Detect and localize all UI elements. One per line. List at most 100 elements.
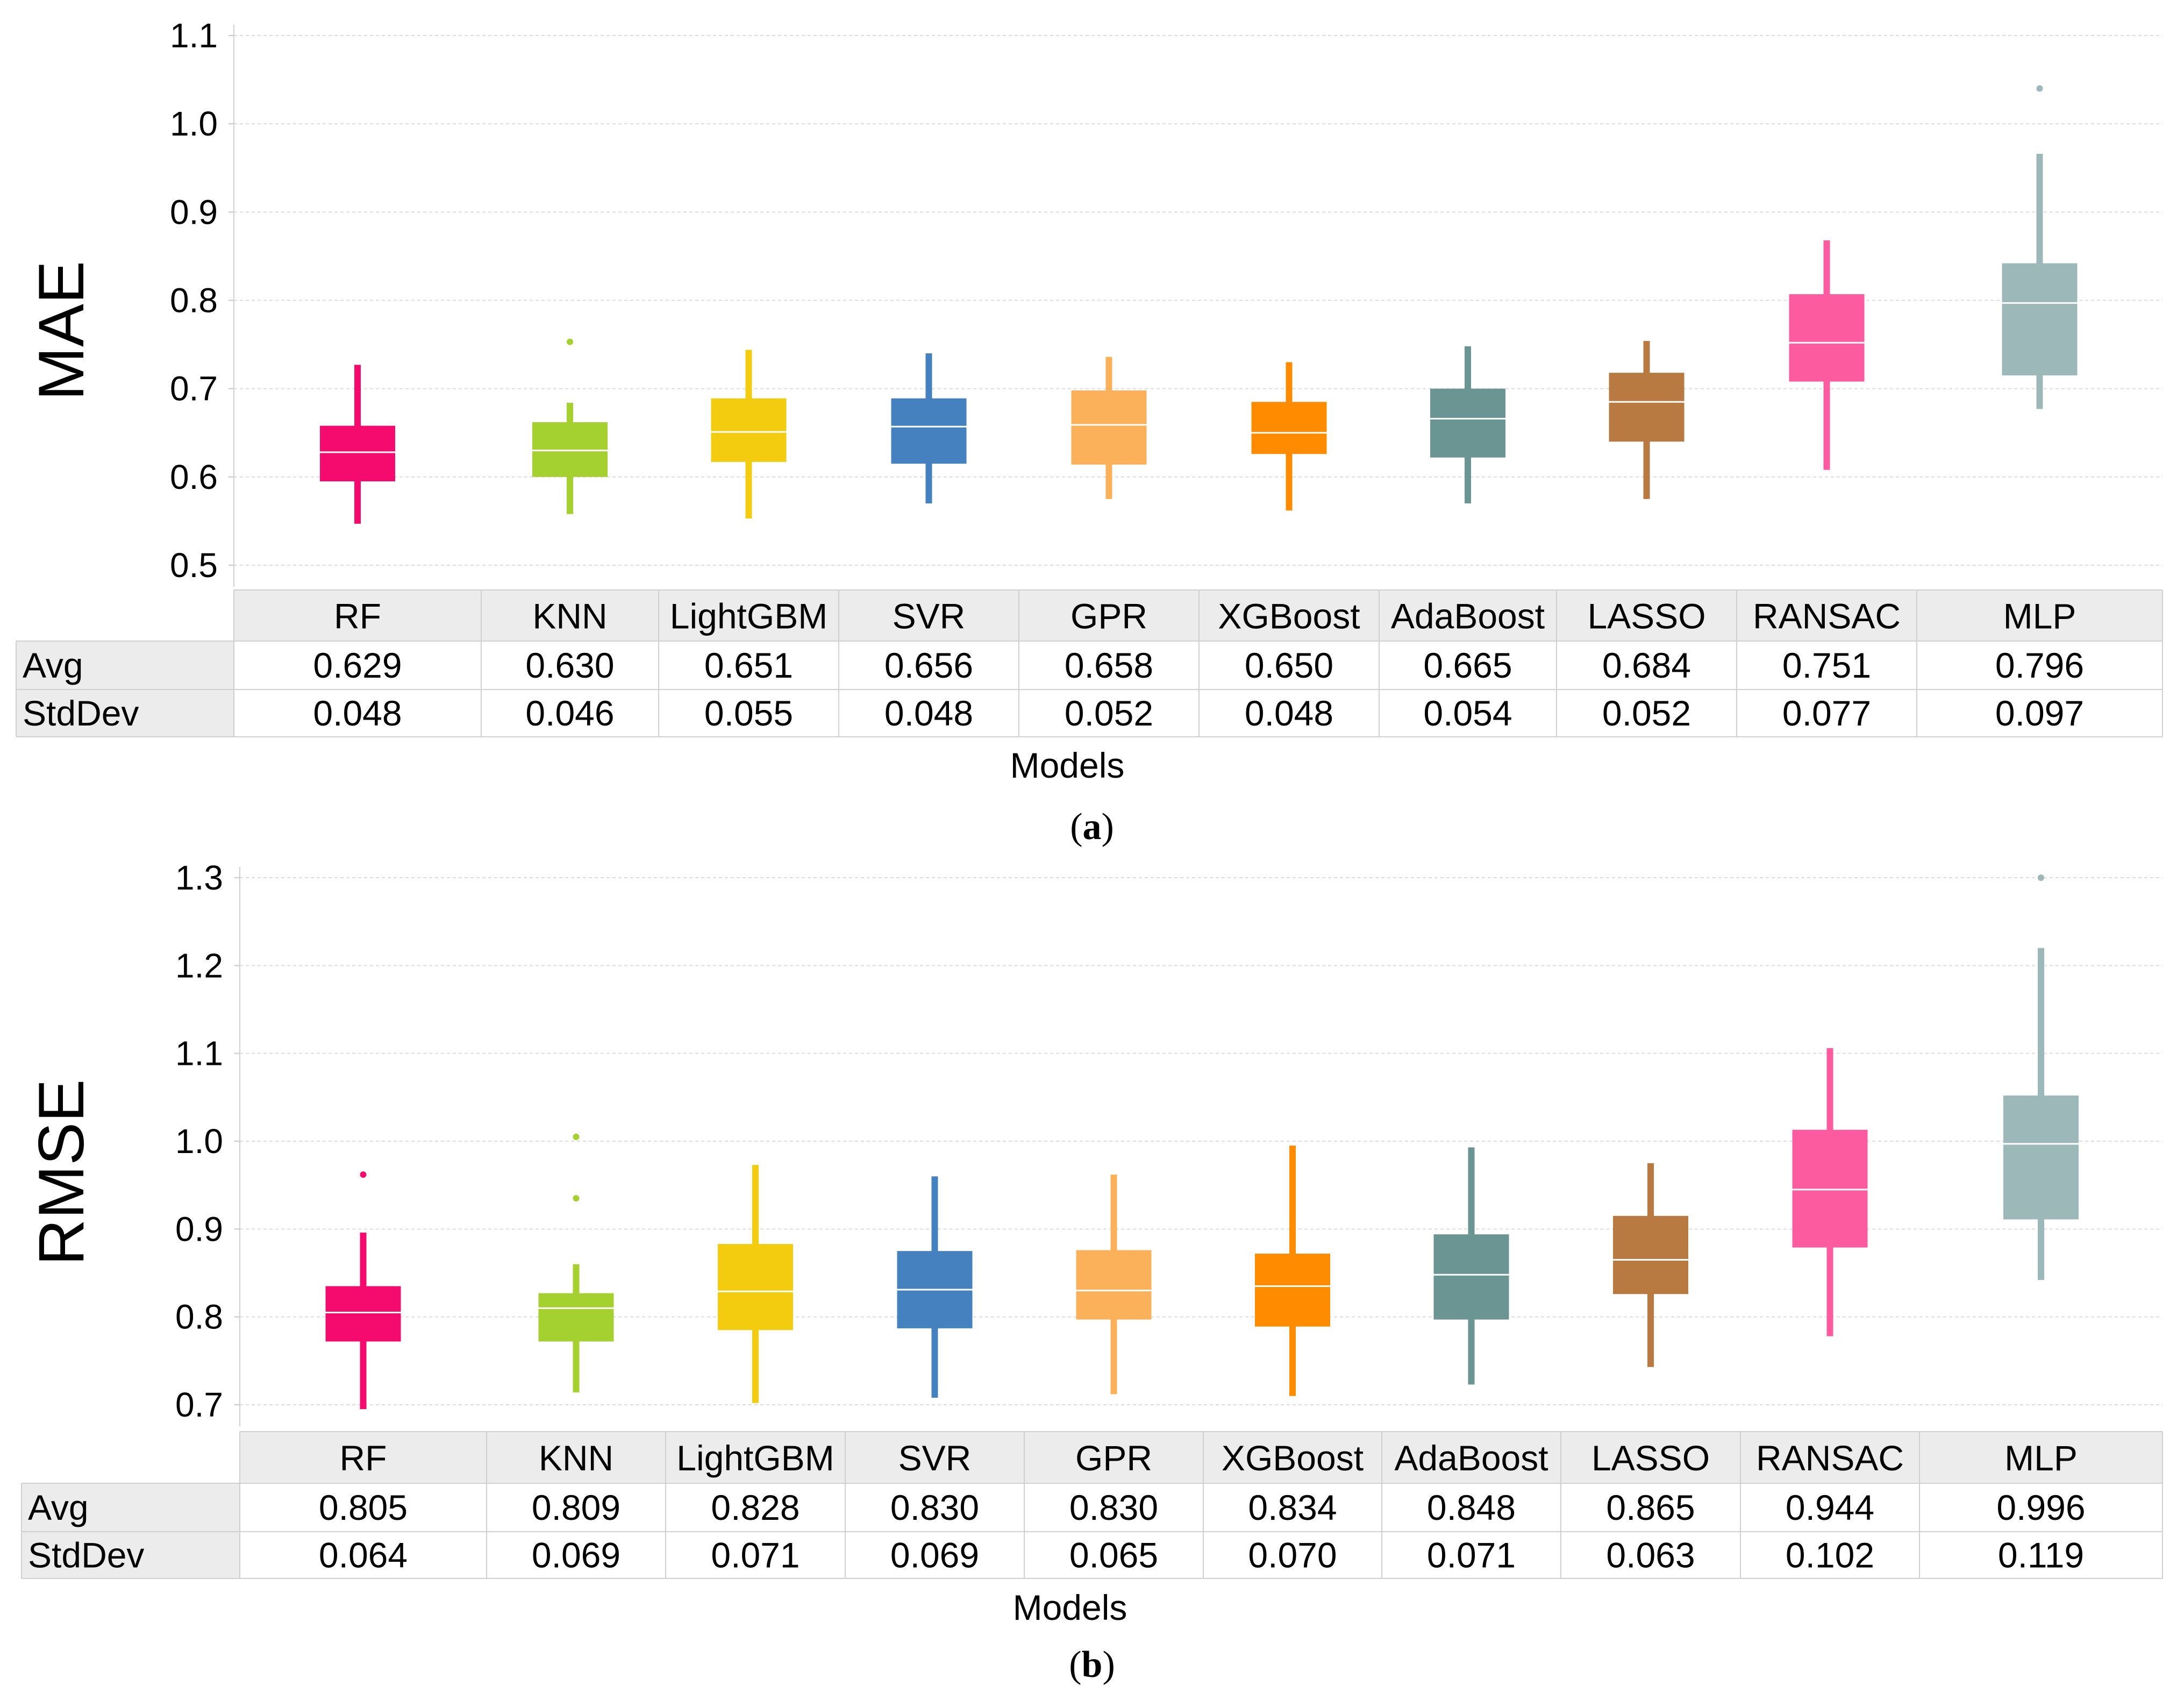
category-label: GPR <box>1075 1438 1152 1478</box>
stddev-value: 0.055 <box>704 693 793 733</box>
row-label-stddev: StdDev <box>23 693 139 733</box>
outlier-point <box>360 1171 367 1178</box>
avg-value: 0.809 <box>532 1488 620 1527</box>
category-label: KNN <box>539 1438 613 1478</box>
box-lasso <box>1609 341 1685 499</box>
avg-value: 0.865 <box>1606 1488 1695 1527</box>
box-body <box>1076 1250 1152 1320</box>
avg-value: 0.665 <box>1423 645 1512 685</box>
category-label: AdaBoost <box>1394 1438 1548 1478</box>
box-ransac <box>1789 240 1865 470</box>
rmse-panel: RMSE Models (b) 0.7 0.8 0.9 1.0 1.1 1.2 1.3 Avg… <box>21 858 2163 1685</box>
y-tick-label: 1.1 <box>170 16 218 55</box>
box-knn <box>538 1133 614 1393</box>
box-adaboost <box>1430 346 1505 504</box>
stddev-value: 0.054 <box>1423 693 1512 733</box>
box-body <box>538 1293 614 1342</box>
category-label: RANSAC <box>1753 596 1901 636</box>
category-label: SVR <box>893 596 966 636</box>
avg-value: 0.658 <box>1065 645 1153 685</box>
avg-value: 0.828 <box>711 1488 800 1527</box>
category-label: RANSAC <box>1756 1438 1904 1478</box>
category-label: GPR <box>1070 596 1147 636</box>
box-body <box>1613 1215 1688 1294</box>
stddev-value: 0.071 <box>711 1535 800 1575</box>
category-label: XGBoost <box>1222 1438 1364 1478</box>
box-knn <box>532 338 608 514</box>
category-label: LightGBM <box>670 596 827 636</box>
category-label: RF <box>340 1438 387 1478</box>
avg-value: 0.651 <box>704 645 793 685</box>
row-label-stddev: StdDev <box>28 1535 144 1575</box>
stddev-value: 0.069 <box>532 1535 620 1575</box>
avg-value: 0.629 <box>313 645 402 685</box>
box-body <box>1433 1234 1509 1320</box>
y-tick-label: 0.5 <box>170 546 218 585</box>
box-mlp <box>2002 85 2078 409</box>
avg-value: 0.630 <box>525 645 614 685</box>
y-tick-label: 0.8 <box>170 281 218 320</box>
stddev-value: 0.064 <box>319 1535 408 1575</box>
outlier-point <box>567 338 573 345</box>
box-lasso <box>1613 1163 1688 1367</box>
category-label: KNN <box>532 596 607 636</box>
row-label-avg: Avg <box>23 645 83 685</box>
row-label-avg: Avg <box>28 1488 89 1527</box>
box-adaboost <box>1433 1147 1509 1385</box>
box-body <box>320 425 395 482</box>
category-label: SVR <box>898 1438 972 1478</box>
box-body <box>718 1244 793 1331</box>
box-rf <box>320 365 395 524</box>
y-tick-label: 1.0 <box>170 104 218 143</box>
stddev-value: 0.046 <box>525 693 614 733</box>
avg-value: 0.834 <box>1248 1488 1337 1527</box>
box-body <box>2002 263 2078 376</box>
box-body <box>1251 402 1327 454</box>
stddev-value: 0.097 <box>1995 693 2084 733</box>
y-tick-label: 0.7 <box>170 369 218 408</box>
x-axis-label: Models <box>1010 745 1125 785</box>
box-body <box>891 398 967 464</box>
box-body <box>1609 373 1685 442</box>
stddev-value: 0.048 <box>1245 693 1333 733</box>
panel-label: (b) <box>1069 1644 1115 1685</box>
stddev-value: 0.048 <box>884 693 973 733</box>
stddev-value: 0.052 <box>1065 693 1153 733</box>
table-header-background <box>240 1432 2162 1483</box>
box-body <box>532 422 608 477</box>
avg-value: 0.796 <box>1995 645 2084 685</box>
box-svr <box>891 353 967 504</box>
box-body <box>325 1286 401 1342</box>
stddev-value: 0.063 <box>1606 1535 1695 1575</box>
box-body <box>1789 294 1865 382</box>
y-tick-label: 0.8 <box>175 1298 223 1336</box>
category-label: MLP <box>2004 1438 2078 1478</box>
stddev-value: 0.119 <box>1998 1535 2084 1575</box>
box-body <box>711 398 787 462</box>
box-xgboost <box>1255 1146 1330 1396</box>
outlier-point <box>573 1133 580 1140</box>
y-tick-label: 1.1 <box>175 1034 223 1073</box>
y-tick-label: 0.6 <box>170 458 218 496</box>
avg-value: 0.684 <box>1602 645 1691 685</box>
avg-value: 0.830 <box>890 1488 979 1527</box>
outlier-point <box>2036 85 2043 92</box>
y-axis-label: MAE <box>25 261 97 401</box>
avg-value: 0.944 <box>1786 1488 1874 1527</box>
box-lightgbm <box>718 1165 793 1403</box>
y-tick-label: 0.9 <box>170 193 218 231</box>
box-body <box>1255 1254 1330 1327</box>
panel-label: (a) <box>1070 806 1114 848</box>
category-label: LASSO <box>1587 596 1705 636</box>
y-tick-label: 1.3 <box>175 858 223 897</box>
category-label: AdaBoost <box>1391 596 1545 636</box>
y-axis-label: RMSE <box>25 1079 97 1266</box>
avg-value: 0.996 <box>1996 1488 2085 1527</box>
mae-panel: MAE Models (a) 0.5 0.6 0.7 0.8 0.9 1.0 1.1 Avg S… <box>16 16 2163 848</box>
y-tick-label: 0.9 <box>175 1210 223 1248</box>
box-svr <box>897 1176 973 1398</box>
stddev-value: 0.102 <box>1786 1535 1874 1575</box>
stddev-value: 0.069 <box>890 1535 979 1575</box>
category-label: LightGBM <box>676 1438 834 1478</box>
